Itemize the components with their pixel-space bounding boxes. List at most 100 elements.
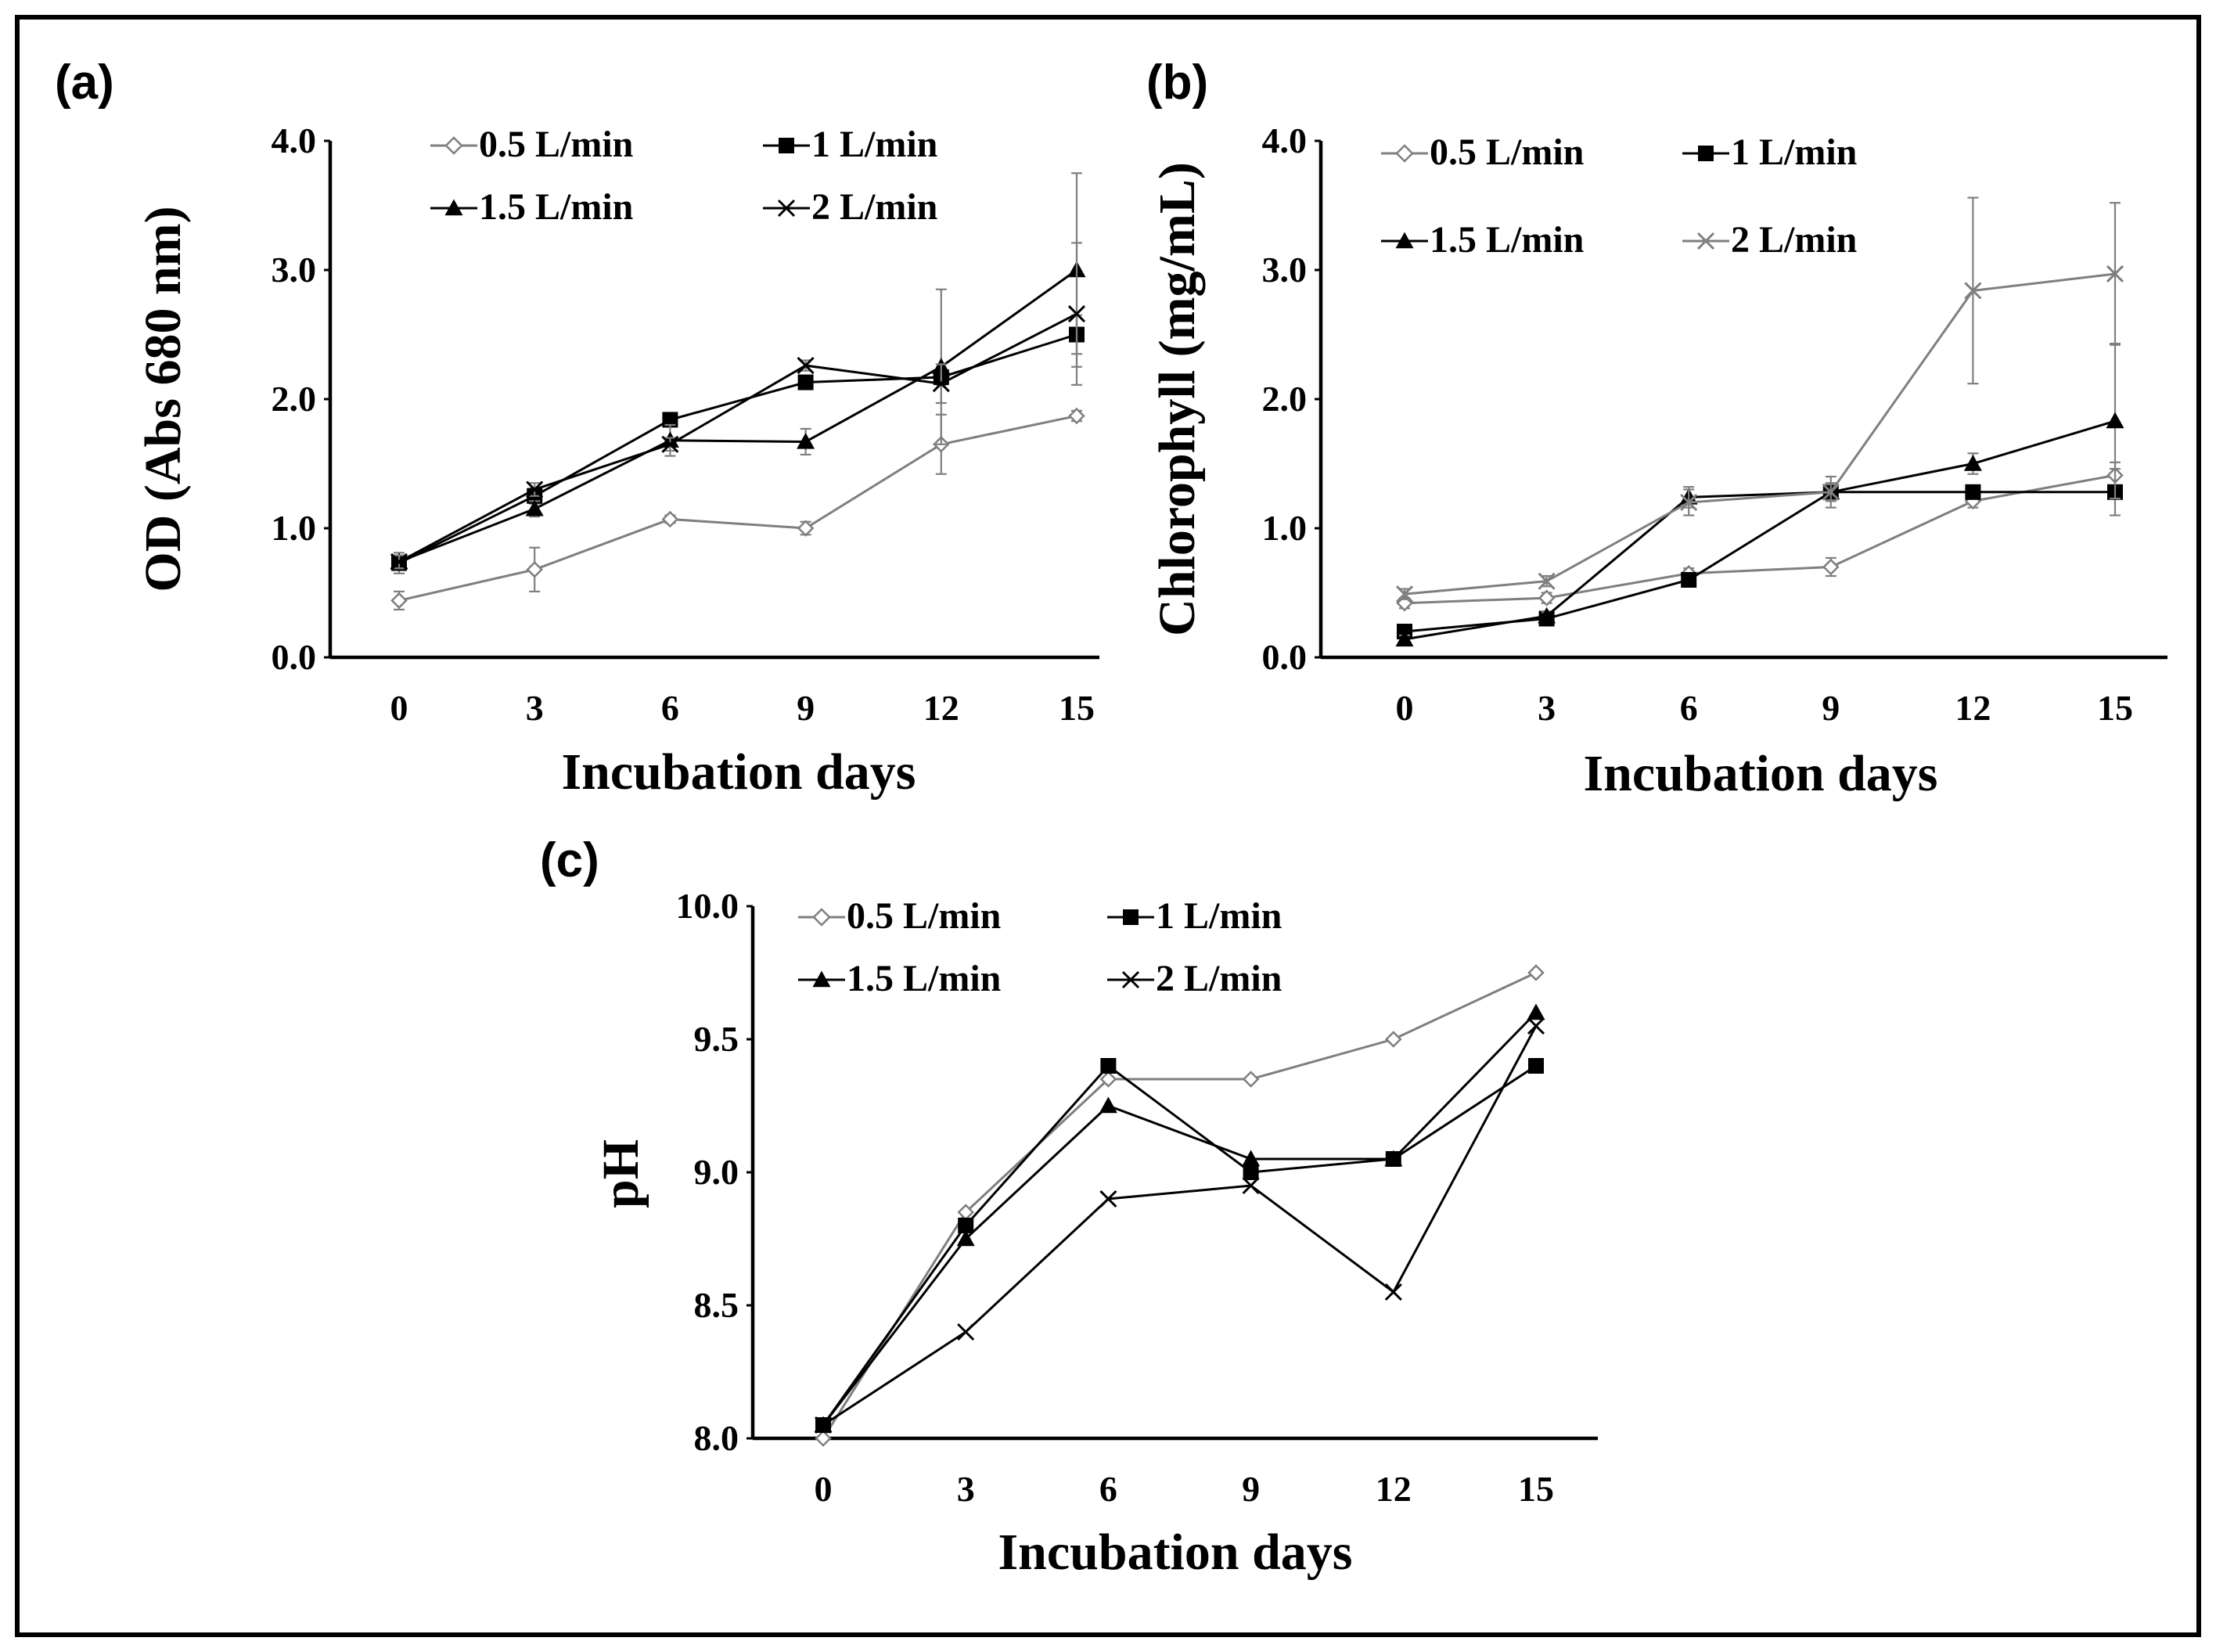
marker-x bbox=[1822, 483, 1840, 501]
marker-diamond bbox=[1538, 589, 1556, 606]
marker-diamond bbox=[444, 136, 463, 155]
marker-diamond bbox=[797, 520, 815, 537]
marker-triangle bbox=[1395, 630, 1414, 647]
marker-x bbox=[2106, 265, 2124, 283]
marker-triangle bbox=[1963, 455, 1982, 471]
marker-diamond bbox=[1242, 1071, 1260, 1088]
marker-x bbox=[1680, 493, 1698, 512]
marker-triangle bbox=[797, 432, 815, 449]
y-tick-label: 8.5 bbox=[694, 1285, 739, 1325]
legend-item: 0.5 L/min bbox=[430, 124, 633, 165]
marker-triangle bbox=[444, 199, 463, 216]
y-tick-label: 8.0 bbox=[694, 1418, 739, 1458]
x-tick-label: 12 bbox=[923, 688, 959, 728]
legend-label: 1 L/min bbox=[1731, 131, 1857, 173]
x-tick-label: 6 bbox=[661, 688, 679, 728]
y-axis-label: pH bbox=[592, 1139, 649, 1208]
series-line bbox=[822, 1064, 1537, 1426]
legend: 0.5 L/min 1 L/min 1.5 L/min 2 L/min bbox=[1381, 131, 1857, 261]
panel-c-chart: (c) 8.0 8.5 9.0 9.5 10.0 0 3 6 9 12 15 Incubation d… bbox=[540, 833, 1598, 1581]
x-tick-label: 12 bbox=[1376, 1469, 1412, 1509]
y-tick-label: 2.0 bbox=[1262, 379, 1308, 419]
x-tick-label: 15 bbox=[1518, 1469, 1554, 1509]
series-2-l-min bbox=[1395, 196, 2124, 603]
marker-diamond bbox=[1068, 407, 1085, 425]
marker-x bbox=[1395, 585, 1414, 603]
series-line bbox=[1404, 473, 2116, 605]
legend-label: 2 L/min bbox=[811, 186, 937, 228]
legend-item: 1 L/min bbox=[1682, 131, 1857, 173]
legend-item: 1 L/min bbox=[1107, 895, 1282, 937]
marker-x bbox=[661, 435, 679, 453]
panel-a-chart: (a) 0.0 1.0 2.0 3.0 4.0 0 3 6 9 12 15 Incubation da… bbox=[55, 56, 1099, 801]
x-tick-label: 9 bbox=[1242, 1469, 1260, 1509]
legend-label: 1 L/min bbox=[1156, 895, 1282, 937]
y-tick-label: 9.5 bbox=[694, 1019, 739, 1059]
marker-square bbox=[797, 374, 814, 391]
legend-item: 2 L/min bbox=[1682, 219, 1857, 261]
y-axis-label: OD (Abs 680 nm) bbox=[135, 206, 192, 592]
y-tick-label: 4.0 bbox=[272, 121, 317, 160]
series-line bbox=[822, 971, 1537, 1439]
legend-item: 2 L/min bbox=[763, 186, 937, 228]
marker-triangle bbox=[2106, 412, 2124, 429]
series-0-5-l-min bbox=[390, 407, 1085, 611]
marker-x bbox=[526, 480, 544, 498]
marker-diamond bbox=[1822, 558, 1840, 576]
marker-square bbox=[1243, 1164, 1259, 1180]
marker-x bbox=[1538, 572, 1556, 590]
marker-square bbox=[1681, 572, 1697, 588]
marker-x bbox=[797, 357, 815, 375]
series-line bbox=[822, 1011, 1538, 1426]
x-tick-label: 15 bbox=[1059, 688, 1095, 728]
legend-label: 0.5 L/min bbox=[479, 124, 633, 165]
series-line bbox=[822, 1025, 1538, 1427]
x-tick-label: 12 bbox=[1955, 688, 1991, 728]
marker-diamond bbox=[390, 592, 408, 610]
x-tick-label: 3 bbox=[526, 688, 544, 728]
marker-triangle bbox=[1395, 232, 1414, 249]
series-line bbox=[1404, 272, 2116, 596]
marker-triangle bbox=[1527, 1003, 1545, 1020]
panel-b-chart: (b) 0.0 1.0 2.0 3.0 4.0 0 3 6 9 12 15 Incubation da… bbox=[1146, 56, 2167, 802]
marker-diamond bbox=[1527, 964, 1545, 981]
marker-square bbox=[958, 1218, 974, 1233]
y-tick-label: 3.0 bbox=[1262, 250, 1308, 290]
series-line bbox=[398, 268, 1077, 563]
marker-square bbox=[1100, 1058, 1117, 1074]
legend-item: 1.5 L/min bbox=[1381, 219, 1584, 261]
marker-x bbox=[1121, 970, 1140, 989]
panel-label: (c) bbox=[540, 833, 599, 887]
marker-diamond bbox=[1099, 1071, 1117, 1088]
marker-x bbox=[1527, 1017, 1545, 1035]
legend-item: 1 L/min bbox=[763, 124, 937, 165]
marker-triangle bbox=[956, 1229, 975, 1247]
marker-triangle bbox=[1384, 1150, 1403, 1167]
marker-x bbox=[1067, 305, 1086, 323]
legend-label: 1.5 L/min bbox=[847, 958, 1001, 999]
series-1-5-l-min bbox=[390, 172, 1086, 570]
legend-item: 2 L/min bbox=[1107, 958, 1282, 999]
y-tick-label: 0.0 bbox=[272, 637, 317, 677]
x-axis-label: Incubation days bbox=[1583, 745, 1937, 802]
legend-item: 0.5 L/min bbox=[798, 895, 1001, 937]
y-tick-label: 9.0 bbox=[694, 1152, 739, 1192]
series-line bbox=[398, 333, 1077, 564]
y-tick-label: 1.0 bbox=[1262, 508, 1308, 548]
legend: 0.5 L/min 1 L/min 1.5 L/min 2 L/min bbox=[798, 895, 1282, 999]
marker-triangle bbox=[1538, 606, 1556, 624]
figure-border bbox=[15, 15, 2201, 1637]
panel-label: (b) bbox=[1146, 56, 1208, 110]
legend-label: 1.5 L/min bbox=[479, 186, 633, 228]
x-axis-label: Incubation days bbox=[561, 743, 916, 801]
x-tick-label: 15 bbox=[2097, 688, 2133, 728]
marker-triangle bbox=[812, 970, 831, 988]
series-line bbox=[398, 414, 1077, 602]
marker-x bbox=[957, 1323, 975, 1341]
marker-triangle bbox=[1242, 1150, 1261, 1167]
series-2-l-min bbox=[390, 242, 1086, 570]
marker-x bbox=[1696, 232, 1715, 250]
y-tick-label: 3.0 bbox=[272, 250, 317, 290]
x-tick-label: 3 bbox=[957, 1469, 975, 1509]
